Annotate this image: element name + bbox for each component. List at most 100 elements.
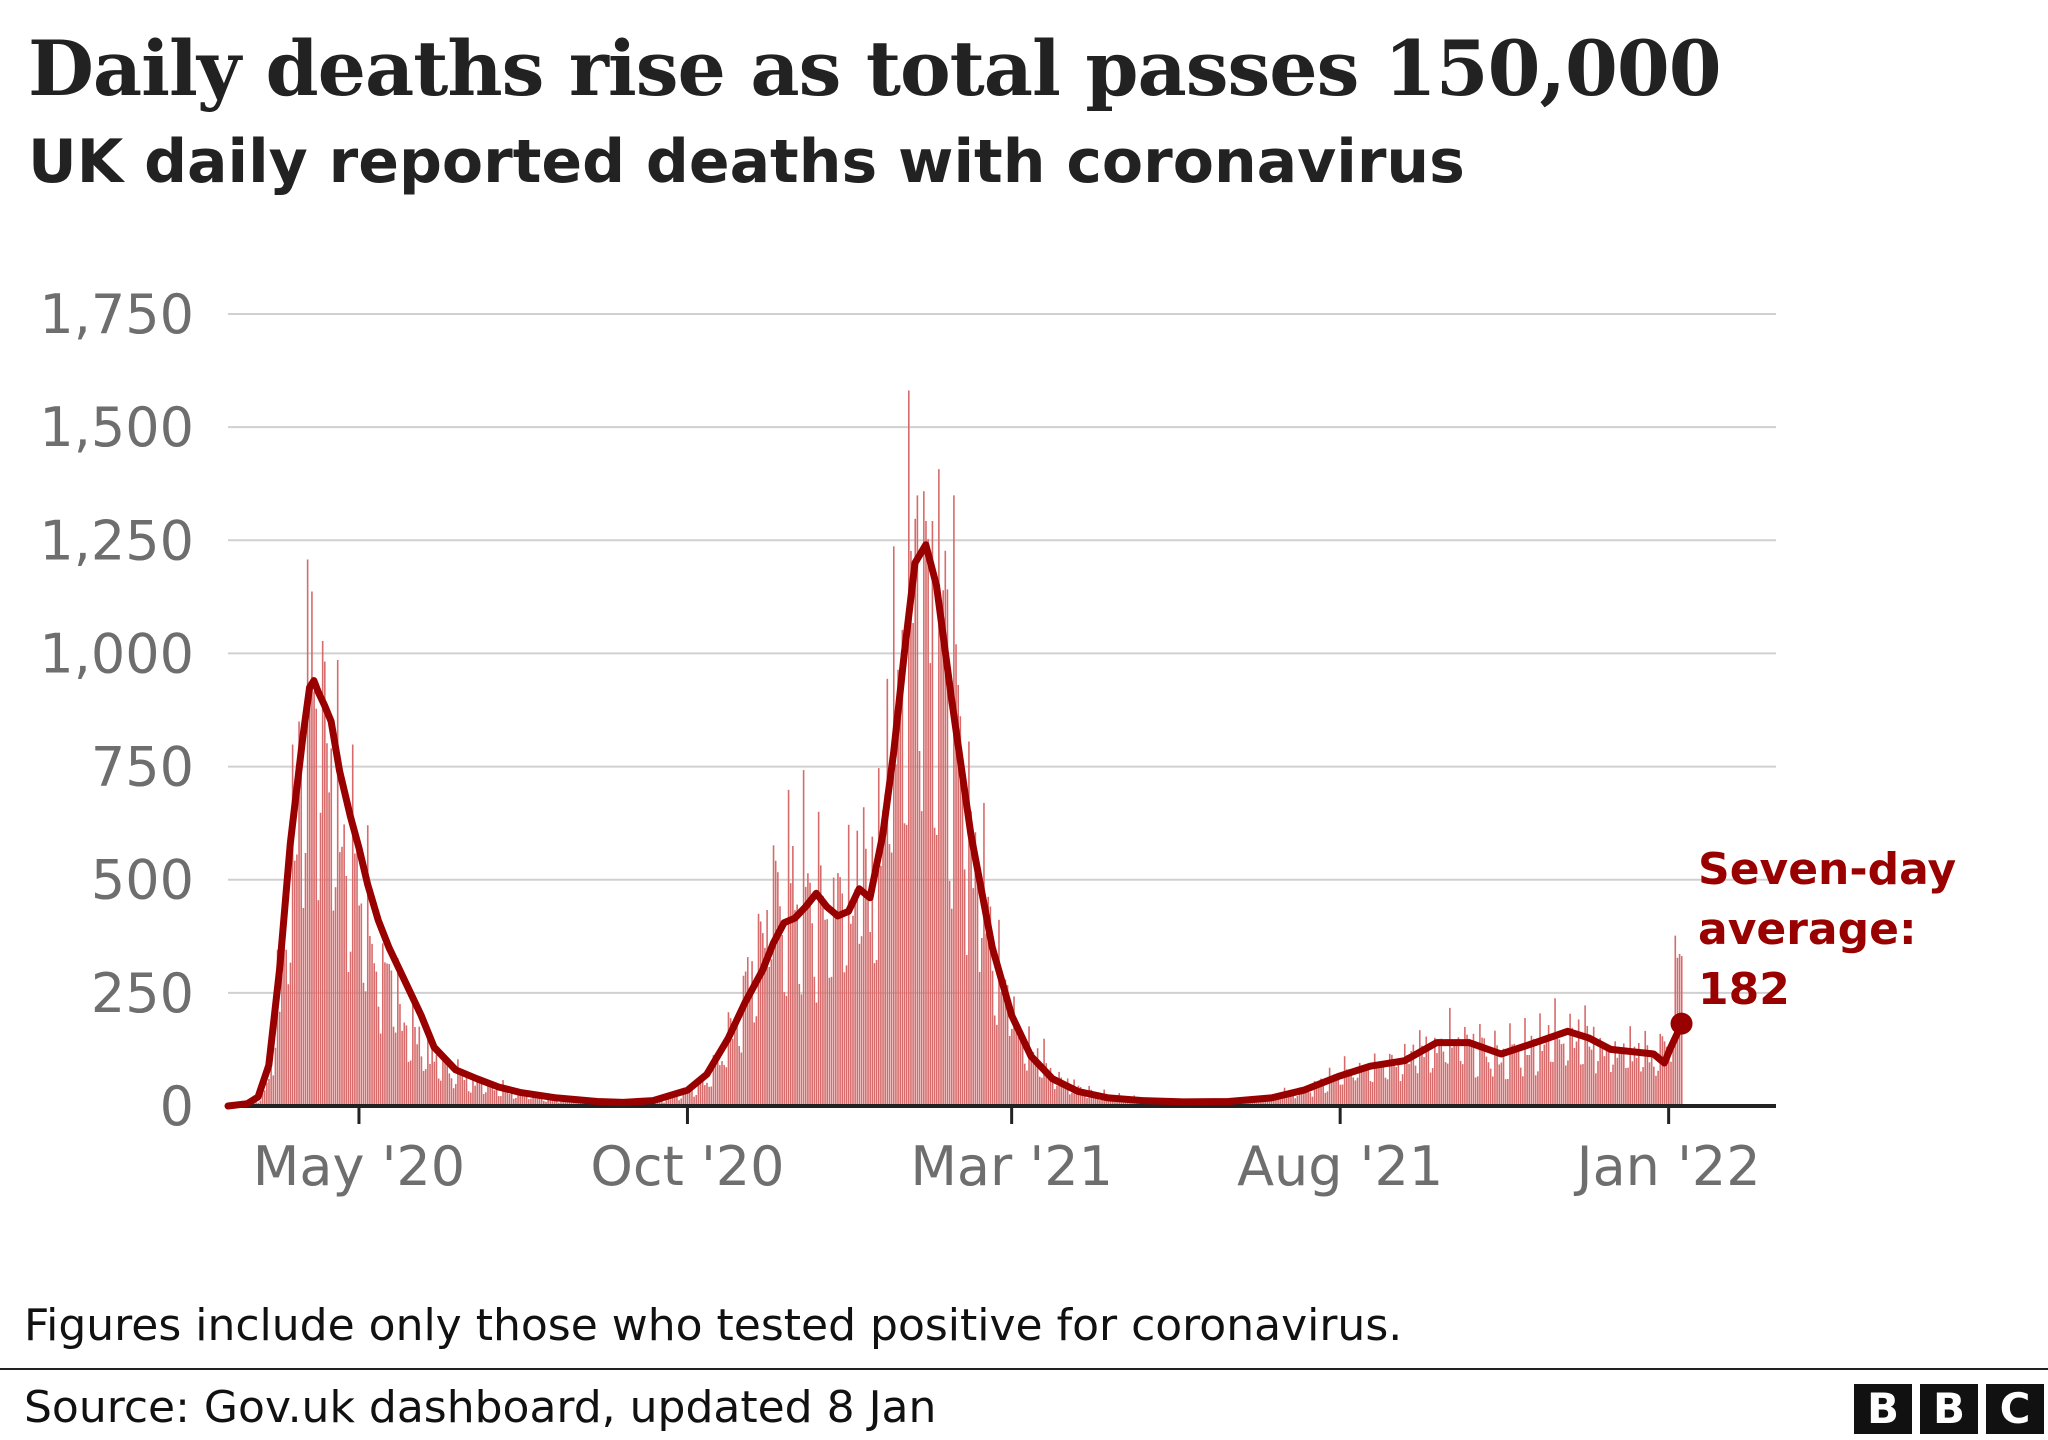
- daily-death-bar: [1038, 1076, 1041, 1106]
- daily-death-bar: [957, 684, 959, 1106]
- daily-death-bar: [274, 1047, 277, 1106]
- daily-death-bar: [777, 872, 779, 1106]
- daily-death-bar: [862, 807, 865, 1106]
- daily-death-bar: [774, 860, 777, 1106]
- daily-death-bar: [1000, 991, 1002, 1106]
- daily-death-bar: [766, 909, 768, 1106]
- daily-death-bar: [444, 1062, 446, 1106]
- daily-death-bar: [925, 520, 927, 1106]
- daily-death-bar: [1395, 1067, 1397, 1106]
- daily-death-bar: [360, 903, 363, 1106]
- daily-death-bar: [519, 1093, 521, 1106]
- daily-death-bar: [1648, 1062, 1651, 1106]
- daily-death-bar: [1318, 1081, 1320, 1106]
- daily-death-bar: [1588, 1046, 1591, 1106]
- daily-death-bar: [1275, 1096, 1277, 1106]
- daily-death-bar: [328, 792, 330, 1106]
- daily-death-bar: [1251, 1101, 1254, 1106]
- daily-death-bar: [985, 933, 987, 1106]
- daily-death-bar: [976, 872, 979, 1106]
- daily-death-bar: [912, 623, 914, 1106]
- daily-death-bar: [1064, 1081, 1067, 1106]
- daily-death-bar: [304, 853, 307, 1106]
- daily-death-bar: [1045, 1063, 1048, 1106]
- daily-death-bar: [1543, 1044, 1546, 1106]
- daily-death-bar: [1047, 1071, 1050, 1106]
- daily-death-bar: [351, 744, 354, 1106]
- daily-death-bar: [959, 716, 962, 1106]
- daily-death-bar: [719, 1065, 721, 1106]
- daily-death-bar: [435, 1054, 438, 1106]
- daily-death-bar: [931, 520, 934, 1106]
- daily-death-bar: [935, 834, 938, 1106]
- daily-death-bar: [819, 865, 822, 1106]
- daily-death-bar: [534, 1093, 537, 1106]
- daily-death-bar: [1335, 1076, 1337, 1106]
- daily-death-bar: [521, 1094, 524, 1106]
- daily-death-bar: [452, 1088, 455, 1106]
- daily-death-bar: [1373, 1053, 1376, 1106]
- daily-death-bar: [1464, 1026, 1466, 1106]
- daily-death-bar: [508, 1093, 511, 1106]
- daily-death-bar: [665, 1100, 667, 1106]
- daily-death-bar: [764, 947, 766, 1106]
- daily-death-bar: [1577, 1019, 1580, 1106]
- daily-death-bar: [1500, 1062, 1503, 1106]
- daily-death-bar: [1595, 1073, 1597, 1106]
- daily-death-bar: [366, 825, 369, 1106]
- annotation-value: 182: [1698, 964, 1790, 1015]
- daily-death-bar: [1393, 1065, 1395, 1106]
- daily-death-bar: [485, 1092, 487, 1106]
- daily-death-bar: [667, 1095, 670, 1106]
- daily-death-bar: [684, 1091, 687, 1106]
- logo-letter-b2: B: [1920, 1384, 1978, 1434]
- daily-death-bar: [751, 961, 753, 1106]
- daily-death-bar: [1023, 1063, 1026, 1106]
- daily-death-bar: [1646, 1045, 1649, 1106]
- daily-death-bar: [993, 1015, 996, 1106]
- daily-death-bar: [1333, 1074, 1335, 1106]
- daily-death-bar: [798, 983, 801, 1106]
- daily-death-bar: [867, 894, 869, 1106]
- daily-death-bar: [1457, 1037, 1460, 1106]
- daily-death-bar: [858, 943, 861, 1106]
- daily-death-bar: [1127, 1099, 1129, 1106]
- daily-death-bar: [1339, 1084, 1342, 1106]
- daily-death-bar: [560, 1101, 562, 1106]
- daily-death-bar: [908, 390, 910, 1106]
- daily-death-bar: [1345, 1069, 1348, 1106]
- daily-death-bar: [686, 1092, 689, 1106]
- daily-death-bar: [1285, 1092, 1288, 1106]
- daily-death-bar: [1541, 1050, 1543, 1106]
- daily-death-bar: [1618, 1050, 1621, 1106]
- daily-death-bar: [978, 971, 981, 1106]
- daily-death-bar: [1507, 1078, 1509, 1106]
- daily-death-bar: [1524, 1018, 1526, 1106]
- daily-death-bar: [942, 590, 944, 1106]
- daily-death-bar: [1560, 1044, 1563, 1106]
- latest-average-marker: [1670, 1012, 1693, 1035]
- daily-death-bar: [543, 1100, 545, 1106]
- daily-death-bar: [1530, 1035, 1533, 1106]
- daily-death-bar: [313, 691, 315, 1106]
- daily-death-bar: [1612, 1064, 1614, 1106]
- daily-death-bar: [1599, 1037, 1601, 1106]
- daily-death-bar: [266, 1082, 268, 1106]
- daily-death-bar: [504, 1092, 506, 1106]
- daily-death-bar: [345, 876, 348, 1106]
- source-credit: Source: Gov.uk dashboard, updated 8 Jan: [24, 1382, 937, 1433]
- daily-death-bar: [1487, 1062, 1490, 1106]
- daily-death-bar: [860, 936, 863, 1106]
- daily-death-bar: [1459, 1060, 1462, 1106]
- daily-death-bar: [1607, 1044, 1610, 1106]
- daily-death-bar: [669, 1099, 672, 1106]
- daily-death-bar: [401, 1030, 403, 1106]
- daily-death-bar: [1051, 1074, 1054, 1106]
- daily-death-bar: [725, 1067, 728, 1106]
- daily-death-bar: [837, 873, 839, 1106]
- daily-death-bar: [1412, 1044, 1415, 1106]
- daily-death-bar: [388, 964, 391, 1106]
- daily-death-bar: [302, 907, 305, 1106]
- daily-death-bar: [530, 1098, 532, 1106]
- daily-death-bar: [938, 469, 940, 1106]
